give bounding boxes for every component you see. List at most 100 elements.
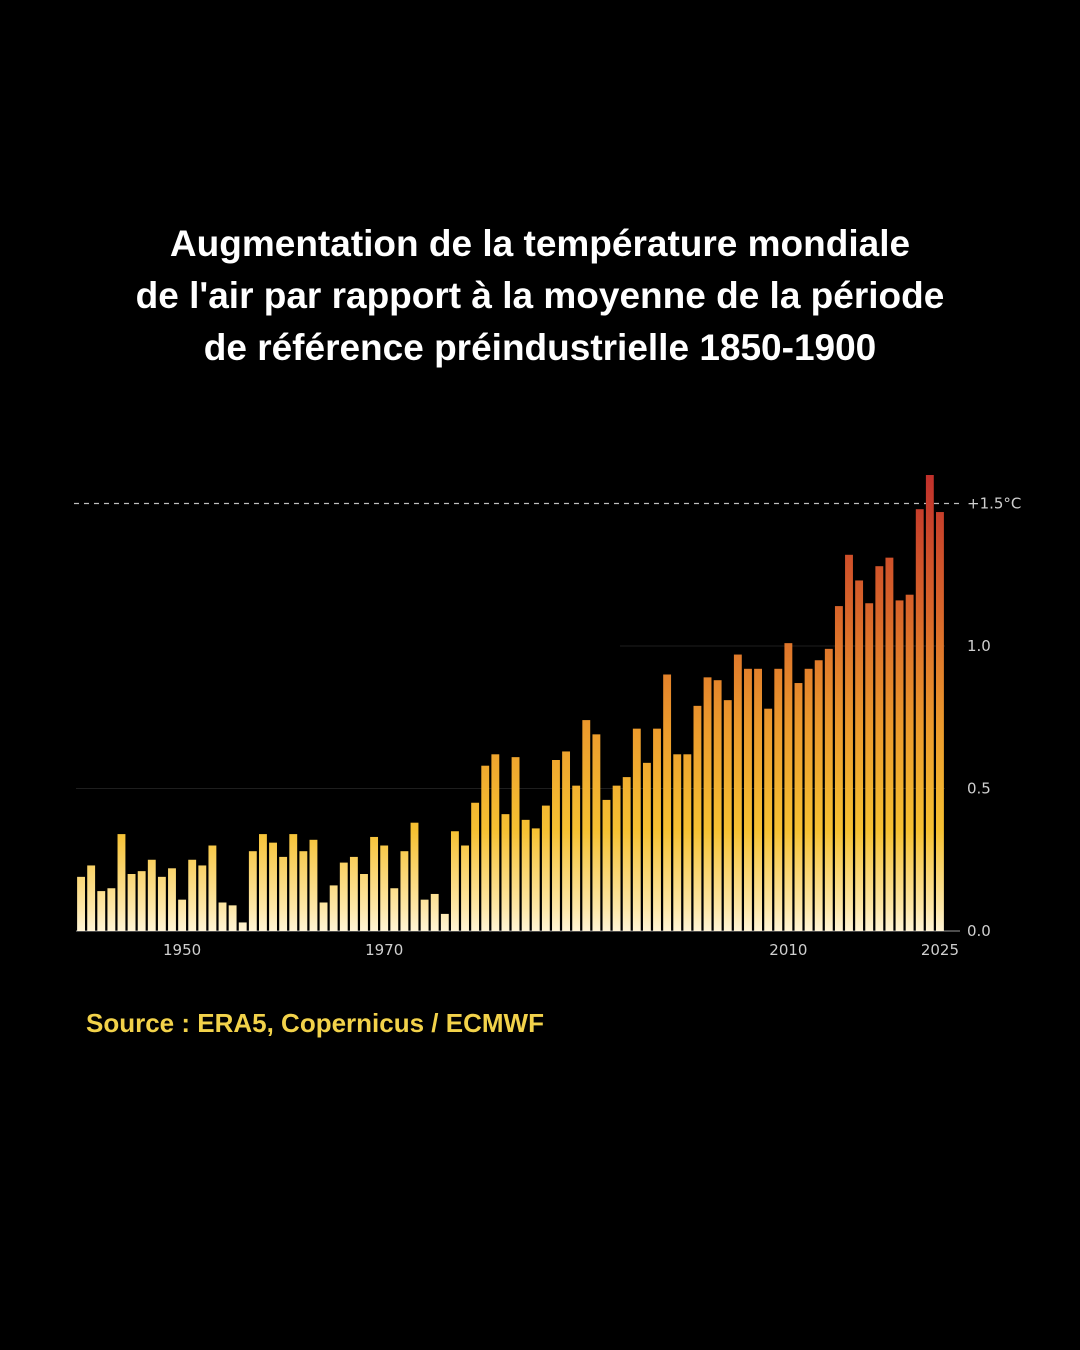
bar-2001 bbox=[693, 705, 702, 931]
bar-1985 bbox=[531, 828, 540, 931]
x-axis-ticks: 1950 1970 2010 2025 bbox=[163, 941, 959, 959]
bar-1954 bbox=[218, 902, 227, 931]
bar-2004 bbox=[723, 700, 732, 931]
bar-2003 bbox=[713, 680, 722, 931]
bar-1951 bbox=[188, 859, 197, 931]
bar-1965 bbox=[329, 885, 338, 931]
bar-2008 bbox=[764, 708, 773, 931]
bar-1967 bbox=[349, 856, 358, 931]
bar-1941 bbox=[87, 865, 96, 931]
source-note: Source : ERA5, Copernicus / ECMWF bbox=[86, 1008, 544, 1038]
bar-1952 bbox=[198, 865, 207, 931]
bar-2010 bbox=[784, 643, 793, 931]
bar-1997 bbox=[653, 728, 661, 931]
bar-2025 bbox=[936, 512, 944, 931]
bar-1940 bbox=[77, 876, 85, 931]
bar-1958 bbox=[259, 834, 267, 931]
bar-1960 bbox=[279, 856, 288, 931]
y-tick-label: 0.5 bbox=[967, 780, 991, 798]
y-tick-label: 1.0 bbox=[967, 637, 991, 655]
bar-1982 bbox=[501, 814, 510, 931]
bar-2016 bbox=[845, 554, 853, 931]
bar-1970 bbox=[380, 845, 389, 931]
bar-1983 bbox=[511, 757, 520, 931]
bar-1989 bbox=[572, 785, 581, 931]
bar-1994 bbox=[622, 777, 631, 931]
bar-2015 bbox=[834, 606, 843, 931]
bar-1987 bbox=[552, 760, 560, 931]
bar-1999 bbox=[673, 754, 682, 931]
bar-1986 bbox=[541, 805, 550, 931]
bar-1973 bbox=[410, 822, 419, 931]
bar-2012 bbox=[804, 668, 813, 931]
bar-1963 bbox=[309, 839, 318, 931]
bar-2007 bbox=[754, 668, 762, 931]
bar-1976 bbox=[440, 913, 449, 931]
bar-1996 bbox=[642, 762, 651, 931]
bar-1992 bbox=[602, 799, 611, 931]
y-axis-ticks: 0.0 0.5 1.0 +1.5°C bbox=[967, 495, 1021, 941]
bar-2023 bbox=[915, 509, 924, 931]
bar-2019 bbox=[875, 566, 884, 931]
bar-2014 bbox=[824, 648, 833, 931]
bar-1947 bbox=[147, 859, 156, 931]
title-line-2: de l'air par rapport à la moyenne de la … bbox=[135, 275, 945, 316]
x-tick-label: 2010 bbox=[769, 941, 807, 959]
bar-2020 bbox=[885, 557, 894, 931]
bar-1944 bbox=[117, 834, 126, 931]
bar-1956 bbox=[238, 922, 247, 931]
title-line-1: Augmentation de la température mondiale bbox=[169, 223, 911, 264]
bar-1957 bbox=[248, 851, 257, 931]
bar-1979 bbox=[471, 802, 480, 931]
bar-1959 bbox=[269, 842, 277, 931]
bar-1968 bbox=[360, 874, 368, 931]
bar-1942 bbox=[97, 891, 106, 931]
bar-2011 bbox=[794, 683, 803, 931]
x-tick-label: 2025 bbox=[921, 941, 959, 959]
bar-1962 bbox=[299, 851, 308, 931]
y-tick-label: 0.0 bbox=[967, 922, 991, 940]
bar-1991 bbox=[592, 734, 601, 931]
bar-1948 bbox=[157, 876, 166, 931]
bar-1971 bbox=[390, 888, 399, 931]
bar-1955 bbox=[228, 905, 237, 931]
x-tick-label: 1950 bbox=[163, 941, 201, 959]
bar-1964 bbox=[319, 902, 328, 931]
y-tick-label: +1.5°C bbox=[967, 495, 1021, 513]
bar-1984 bbox=[521, 819, 530, 931]
bar-2005 bbox=[733, 654, 742, 931]
bar-1978 bbox=[461, 845, 469, 931]
bar-1995 bbox=[632, 728, 641, 931]
bar-1961 bbox=[289, 834, 298, 931]
bars-group bbox=[77, 475, 944, 931]
bar-1981 bbox=[491, 754, 500, 931]
temperature-bar-chart: 0.0 0.5 1.0 +1.5°C 1950 1970 2010 2025 bbox=[74, 475, 1021, 959]
bar-1977 bbox=[450, 831, 459, 931]
bar-1950 bbox=[178, 899, 187, 931]
title-line-3: de référence préindustrielle 1850-1900 bbox=[203, 327, 877, 368]
bar-2024 bbox=[925, 475, 934, 931]
bar-2021 bbox=[895, 600, 904, 931]
bar-1988 bbox=[562, 751, 571, 931]
bar-1972 bbox=[400, 851, 409, 931]
bar-1966 bbox=[339, 862, 348, 931]
bar-2017 bbox=[855, 580, 864, 931]
bar-2009 bbox=[774, 668, 783, 931]
bar-1993 bbox=[612, 785, 621, 931]
bar-1953 bbox=[208, 845, 217, 931]
bar-2002 bbox=[703, 677, 712, 931]
bar-1946 bbox=[137, 871, 146, 931]
bar-1980 bbox=[481, 765, 490, 931]
bar-1945 bbox=[127, 874, 136, 931]
bar-1998 bbox=[663, 674, 672, 931]
bar-1974 bbox=[420, 899, 429, 931]
bar-1949 bbox=[168, 868, 176, 931]
bar-2018 bbox=[865, 603, 874, 931]
bar-1990 bbox=[582, 720, 591, 931]
bar-2000 bbox=[683, 754, 692, 931]
bar-2006 bbox=[744, 668, 752, 931]
bar-1975 bbox=[430, 893, 439, 931]
bar-2022 bbox=[905, 594, 914, 931]
bar-2013 bbox=[814, 660, 823, 931]
bar-1943 bbox=[107, 888, 116, 931]
